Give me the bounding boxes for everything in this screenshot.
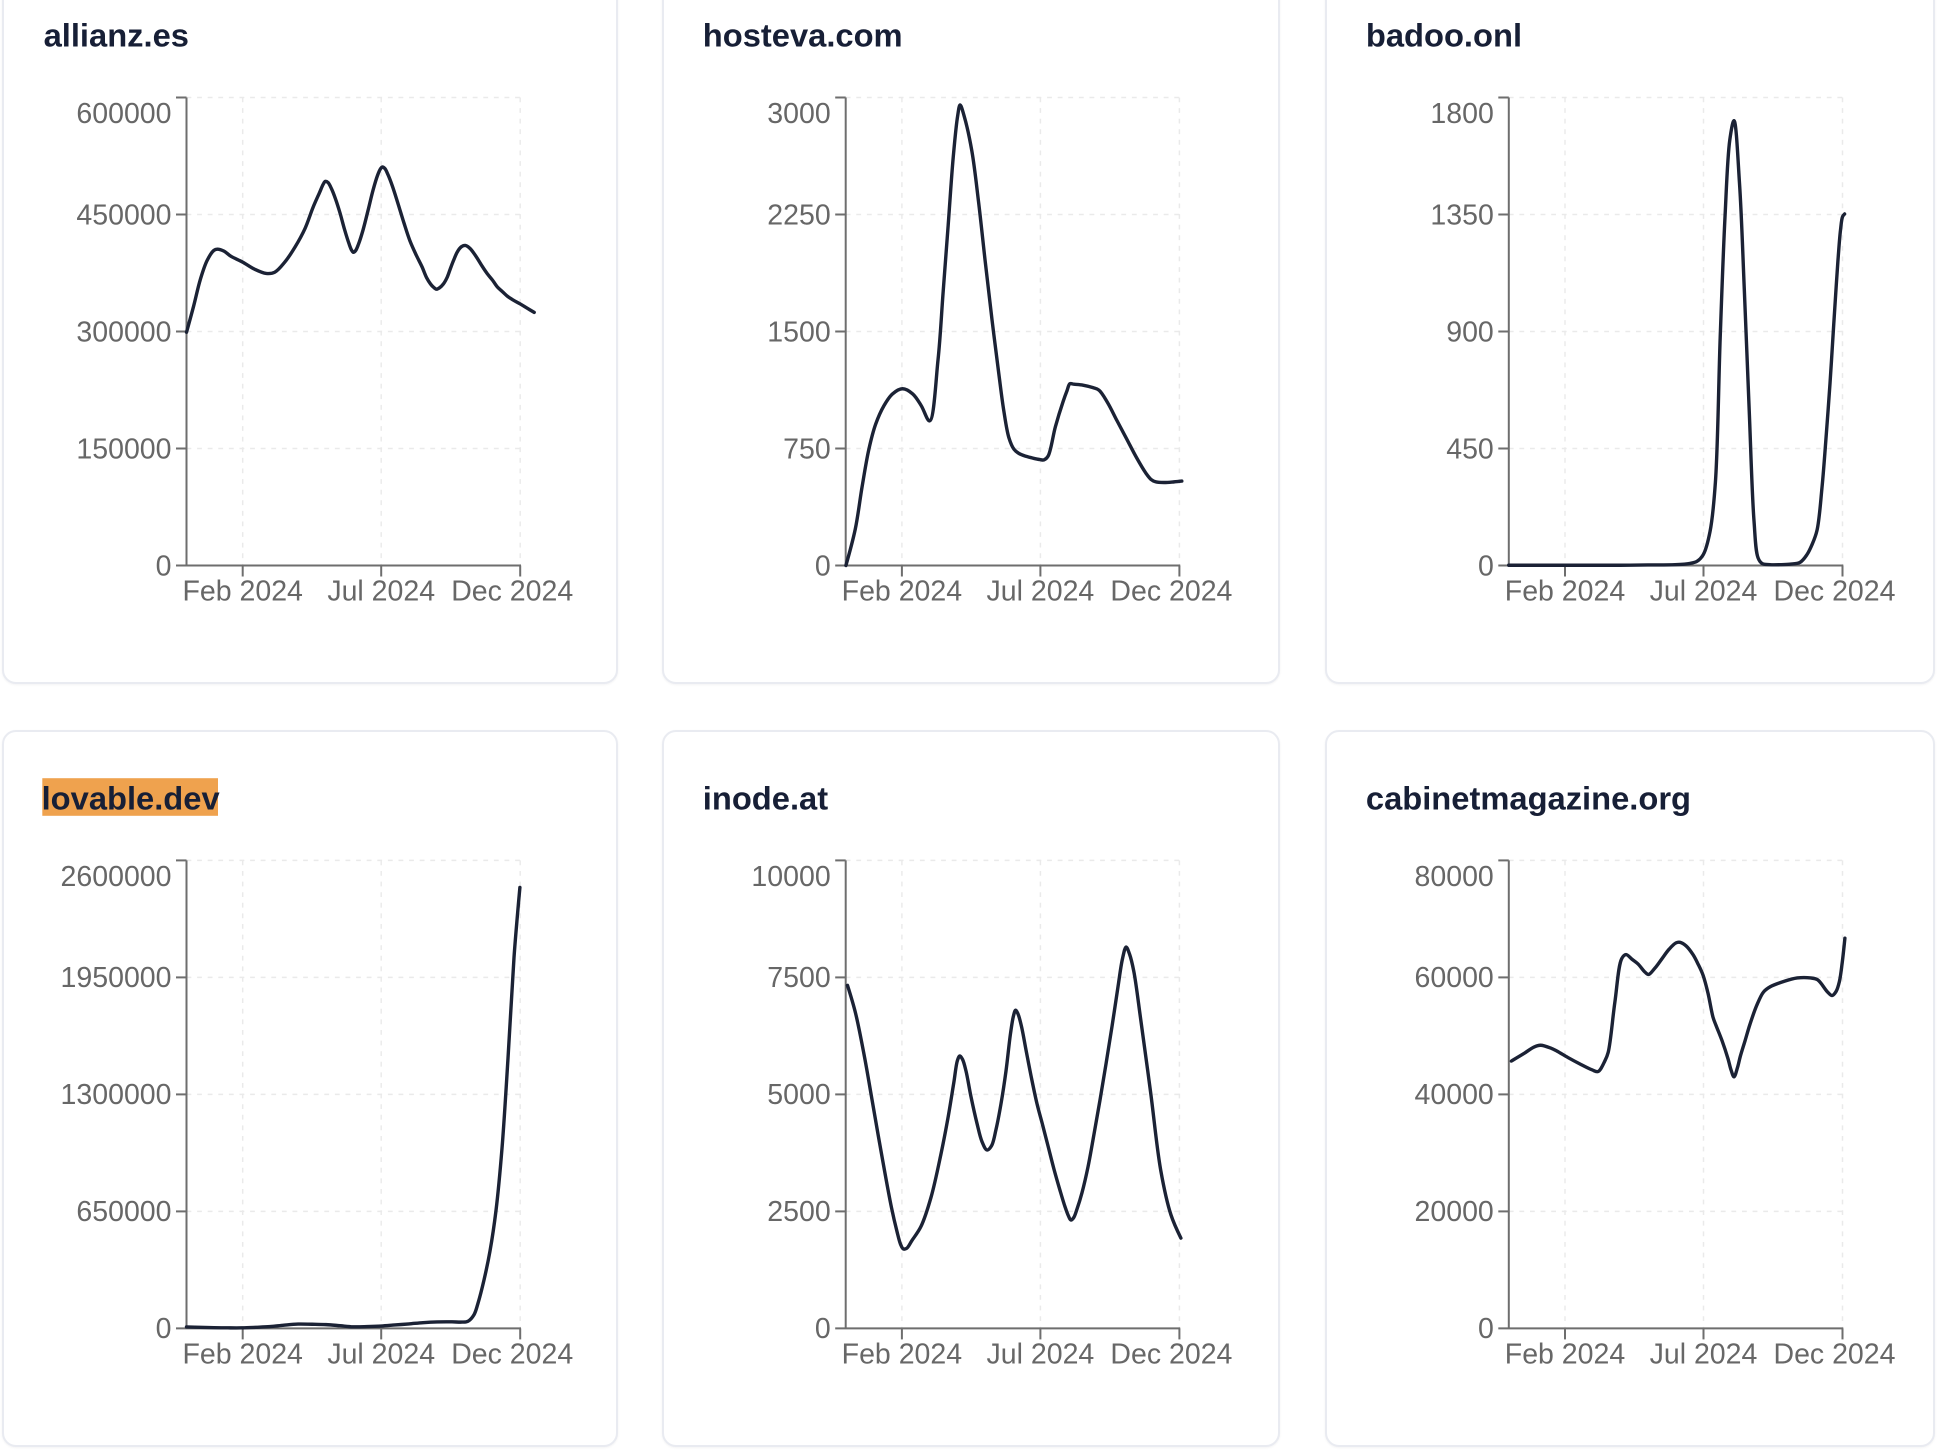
svg-text:750: 750 xyxy=(783,433,831,465)
svg-text:Jul 2024: Jul 2024 xyxy=(987,576,1095,608)
svg-text:650000: 650000 xyxy=(76,1196,171,1228)
svg-text:1350: 1350 xyxy=(1430,199,1493,231)
svg-text:80000: 80000 xyxy=(1415,861,1494,893)
svg-text:Dec 2024: Dec 2024 xyxy=(1773,1338,1895,1370)
svg-text:Jul 2024: Jul 2024 xyxy=(327,576,435,608)
svg-text:Jul 2024: Jul 2024 xyxy=(327,1338,435,1370)
svg-text:600000: 600000 xyxy=(76,98,171,130)
svg-text:60000: 60000 xyxy=(1415,962,1494,994)
svg-text:450000: 450000 xyxy=(76,199,171,231)
svg-text:40000: 40000 xyxy=(1415,1079,1494,1111)
svg-text:lovable.dev: lovable.dev xyxy=(42,779,221,816)
svg-text:Dec 2024: Dec 2024 xyxy=(451,576,573,608)
svg-text:7500: 7500 xyxy=(767,962,830,994)
svg-text:2250: 2250 xyxy=(767,199,830,231)
svg-text:0: 0 xyxy=(1478,1313,1494,1345)
svg-text:3000: 3000 xyxy=(767,98,830,130)
svg-text:Feb 2024: Feb 2024 xyxy=(182,576,303,608)
svg-text:Feb 2024: Feb 2024 xyxy=(1505,1338,1626,1370)
svg-text:Feb 2024: Feb 2024 xyxy=(842,1338,963,1370)
svg-text:Jul 2024: Jul 2024 xyxy=(987,1338,1095,1370)
svg-text:Dec 2024: Dec 2024 xyxy=(1110,1338,1232,1370)
svg-text:2500: 2500 xyxy=(767,1196,830,1228)
svg-text:Feb 2024: Feb 2024 xyxy=(1505,576,1626,608)
svg-text:Jul 2024: Jul 2024 xyxy=(1650,1338,1758,1370)
svg-text:Jul 2024: Jul 2024 xyxy=(1650,576,1758,608)
svg-text:450: 450 xyxy=(1446,433,1494,465)
svg-text:Feb 2024: Feb 2024 xyxy=(842,576,963,608)
svg-text:0: 0 xyxy=(815,550,831,582)
svg-text:150000: 150000 xyxy=(76,433,171,465)
svg-text:inode.at: inode.at xyxy=(703,779,828,816)
svg-text:0: 0 xyxy=(156,550,172,582)
svg-text:allianz.es: allianz.es xyxy=(44,17,189,54)
svg-text:Dec 2024: Dec 2024 xyxy=(1773,576,1895,608)
svg-text:20000: 20000 xyxy=(1415,1196,1494,1228)
svg-text:badoo.onl: badoo.onl xyxy=(1366,17,1522,54)
svg-text:Feb 2024: Feb 2024 xyxy=(182,1338,303,1370)
svg-text:300000: 300000 xyxy=(76,316,171,348)
svg-text:1950000: 1950000 xyxy=(61,962,172,994)
svg-text:cabinetmagazine.org: cabinetmagazine.org xyxy=(1366,779,1691,816)
svg-text:0: 0 xyxy=(1478,550,1494,582)
svg-text:hosteva.com: hosteva.com xyxy=(703,17,903,54)
svg-text:900: 900 xyxy=(1446,316,1494,348)
svg-text:1300000: 1300000 xyxy=(61,1079,172,1111)
svg-text:Dec 2024: Dec 2024 xyxy=(1110,576,1232,608)
svg-text:0: 0 xyxy=(815,1313,831,1345)
svg-text:0: 0 xyxy=(156,1313,172,1345)
svg-text:1800: 1800 xyxy=(1430,98,1493,130)
svg-text:5000: 5000 xyxy=(767,1079,830,1111)
svg-text:1500: 1500 xyxy=(767,316,830,348)
svg-text:Dec 2024: Dec 2024 xyxy=(451,1338,573,1370)
svg-text:2600000: 2600000 xyxy=(61,861,172,893)
svg-text:10000: 10000 xyxy=(751,861,830,893)
